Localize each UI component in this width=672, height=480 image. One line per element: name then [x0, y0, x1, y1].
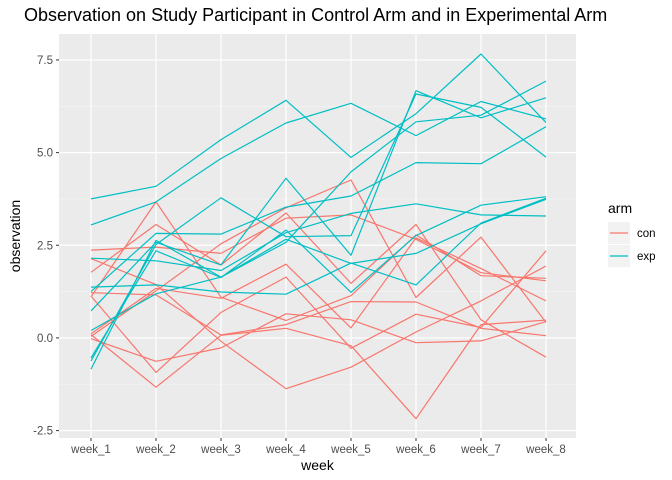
- x-tick-label: week_6: [395, 444, 436, 456]
- y-tick-label: 0.0: [37, 333, 53, 345]
- legend-label-exp: exp: [637, 251, 656, 263]
- series-line-con-9: [90, 250, 547, 373]
- series-line-exp-16: [90, 53, 547, 200]
- legend-title: arm: [608, 200, 632, 216]
- series-line-exp-19: [90, 198, 547, 332]
- y-tick-label: 2.5: [37, 240, 53, 252]
- legend-item-exp: exp: [608, 245, 656, 267]
- series-line-exp-11: [90, 100, 547, 226]
- x-tick-label: week_8: [525, 444, 566, 456]
- y-axis-title: observation: [7, 200, 23, 272]
- series-line-exp-14: [90, 93, 547, 362]
- minor-gridlines: [59, 105, 576, 385]
- x-tick-label: week_3: [200, 444, 241, 456]
- y-tick-label: -2.5: [33, 426, 53, 438]
- series-line-exp-13: [90, 203, 547, 272]
- series-line-con-1: [90, 201, 547, 322]
- x-tick-label: week_5: [330, 444, 371, 456]
- series-line-exp-20: [90, 196, 547, 359]
- legend-label-con: con: [637, 228, 656, 240]
- x-axis: week_1 week_2 week_3 week_4 week_5 week_6 week…: [70, 438, 566, 456]
- series-line-exp-17: [90, 90, 547, 312]
- y-tick-label: 7.5: [37, 55, 53, 67]
- legend-item-con: con: [608, 222, 656, 244]
- x-tick-label: week_2: [135, 444, 176, 456]
- y-tick-label: 5.0: [37, 148, 53, 160]
- series-line-exp-18: [90, 126, 547, 293]
- series-line-con-3: [90, 237, 547, 335]
- x-axis-title: week: [300, 457, 335, 473]
- series-line-con-7: [90, 319, 547, 420]
- y-axis: -2.5 0.0 2.5 5.0 7.5: [33, 55, 59, 438]
- series-line-con-5: [90, 179, 547, 337]
- series-line-con-4: [90, 212, 547, 358]
- legend: arm con exp: [608, 200, 656, 267]
- x-tick-label: week_7: [460, 444, 501, 456]
- x-tick-label: week_4: [265, 444, 306, 456]
- series-line-exp-15: [90, 197, 547, 295]
- x-tick-label: week_1: [70, 444, 111, 456]
- series-lines: [90, 53, 547, 420]
- chart-title: Observation on Study Participant in Cont…: [24, 5, 608, 25]
- series-line-con-10: [90, 258, 547, 390]
